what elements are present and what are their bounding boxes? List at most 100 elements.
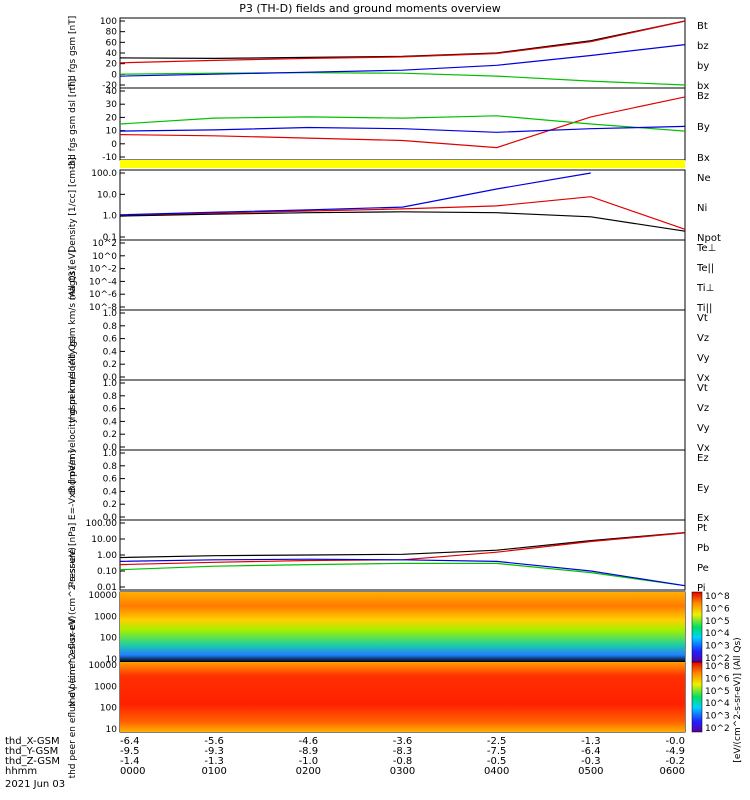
y-tick-label: 0.0 (103, 373, 118, 383)
footer-value: -1.0 (299, 756, 319, 767)
legend-entry: Vx (697, 373, 710, 384)
y-tick-label: 10 (106, 725, 118, 735)
y-axis-label: thd peir velocity gsm km/s (All Qs) (68, 267, 78, 423)
panel-frame (119, 519, 686, 591)
series-line (119, 20, 686, 64)
y-tick-label: 0 (111, 70, 117, 80)
legend-entry: Vt (697, 313, 708, 324)
legend-entry: Npot (697, 233, 721, 244)
y-axis-label: thd peer velocity gsm km/s (All Qs) (68, 336, 78, 495)
footer-value: -4.6 (299, 736, 319, 747)
footer-value: -6.4 (120, 736, 140, 747)
colorbar-tick-label: 10^4 (705, 629, 730, 639)
y-tick-label: 0.4 (103, 487, 118, 497)
y-tick-label: 10000 (88, 591, 117, 601)
y-tick-label: 20 (106, 113, 118, 123)
legend-entry: Pb (697, 543, 709, 554)
colorbar-tick-label: 10^2 (705, 654, 730, 664)
footer-value: -0.5 (487, 756, 507, 767)
footer-value: -0.2 (665, 756, 685, 767)
footer-value: -0.8 (393, 756, 413, 767)
y-tick-label: 80 (106, 28, 118, 38)
y-tick-label: 0.6 (103, 405, 118, 415)
footer-value: -6.4 (581, 746, 601, 757)
footer-value: 0100 (201, 766, 226, 777)
ion-eflux-heatmap (120, 592, 685, 662)
legend-entry: Vy (697, 353, 710, 364)
y-tick-label: 100.00 (86, 519, 118, 529)
footer-ephemeris: thd_X-GSM -6.4 -5.6 -4.6 -3.6 -2.5 -1.3 -0.0 thd… (5, 736, 685, 777)
footer-value: -1.3 (581, 736, 601, 747)
y-tick-label: 100 (100, 704, 117, 714)
colorbar-tick-label: 10^8 (705, 662, 730, 672)
panel-frame (119, 449, 686, 521)
y-tick-label: 10.0 (97, 190, 117, 200)
ion-colorbar (691, 591, 703, 663)
y-tick-label: 1.0 (103, 212, 118, 222)
y-axis-label: thd fgs gsm dsl [nT] (68, 79, 78, 169)
footer-row-label: thd_Z-GSM (5, 756, 60, 767)
legend-entry: By (697, 122, 710, 133)
legend-entry: Vz (697, 403, 709, 414)
y-tick-label: 10.00 (91, 535, 117, 545)
colorbar-ticks: 10^810^610^510^410^310^210^810^610^510^4… (705, 592, 730, 734)
y-tick-label: 0.8 (103, 462, 118, 472)
footer-value: -9.3 (204, 746, 224, 757)
y-tick-label: 100 (100, 634, 117, 644)
y-tick-label: 0.10 (97, 567, 117, 577)
colorbar-tick-label: 10^5 (705, 617, 730, 627)
legend-entry: Pi (697, 583, 706, 594)
y-tick-label: 10 (106, 655, 118, 665)
electron-eflux-heatmap (120, 662, 685, 732)
y-tick-label: 30 (106, 100, 118, 110)
y-tick-label: 0.8 (103, 392, 118, 402)
footer-value: 0400 (484, 766, 509, 777)
y-tick-label: 0.6 (103, 475, 118, 485)
panel-frame (119, 17, 686, 89)
colorbar-tick-label: 10^6 (705, 674, 730, 684)
legend-entry: Vx (697, 443, 710, 454)
series-line (119, 562, 686, 587)
legend-entry: Vz (697, 333, 709, 344)
y-tick-label: 10 (106, 127, 118, 137)
legend-entry: Ex (697, 513, 709, 524)
footer-value: -5.6 (204, 736, 224, 747)
y-tick-label: 0.2 (103, 430, 117, 440)
y-tick-label: 0.8 (103, 322, 118, 332)
colorbar-tick-label: 10^4 (705, 699, 730, 709)
footer-value: -8.9 (299, 746, 319, 757)
y-tick-label: 100.0 (91, 169, 117, 179)
series-line (119, 172, 591, 216)
footer-value: 0500 (578, 766, 603, 777)
y-axis-label: magt3 [eV] (68, 250, 78, 301)
y-tick-label: 20 (106, 60, 118, 70)
y-tick-label: 0 (111, 140, 117, 150)
series-line (119, 196, 686, 230)
legend-entry: Bz (697, 91, 709, 102)
footer-value: 0000 (120, 766, 145, 777)
electron-colorbar (691, 661, 703, 733)
y-tick-label: 0.4 (103, 417, 118, 427)
legend-entry: Vy (697, 423, 710, 434)
footer-value: -0.3 (581, 756, 601, 767)
y-tick-label: -20 (102, 81, 117, 91)
series-line (119, 558, 686, 587)
legend-entry: Pe (697, 563, 709, 574)
footer-value: -1.4 (120, 756, 140, 767)
legend-entry: Te⊥ (696, 243, 716, 254)
legend-entry: Te|| (696, 263, 714, 274)
panel-frame (119, 239, 686, 311)
y-tick-label: 0.0 (103, 513, 118, 523)
y-tick-label: 0.0 (103, 443, 118, 453)
y-tick-label: 1.0 (103, 449, 118, 459)
legend-entry: bx (697, 81, 709, 92)
footer-date: 2021 Jun 03 (5, 779, 65, 790)
legend-entry: Vt (697, 383, 708, 394)
series-line (119, 44, 686, 77)
legend-entry: bz (697, 41, 709, 52)
y-tick-label: 10^-8 (89, 303, 117, 313)
y-tick-label: 10^-6 (89, 290, 117, 300)
y-tick-label: 0.2 (103, 360, 117, 370)
